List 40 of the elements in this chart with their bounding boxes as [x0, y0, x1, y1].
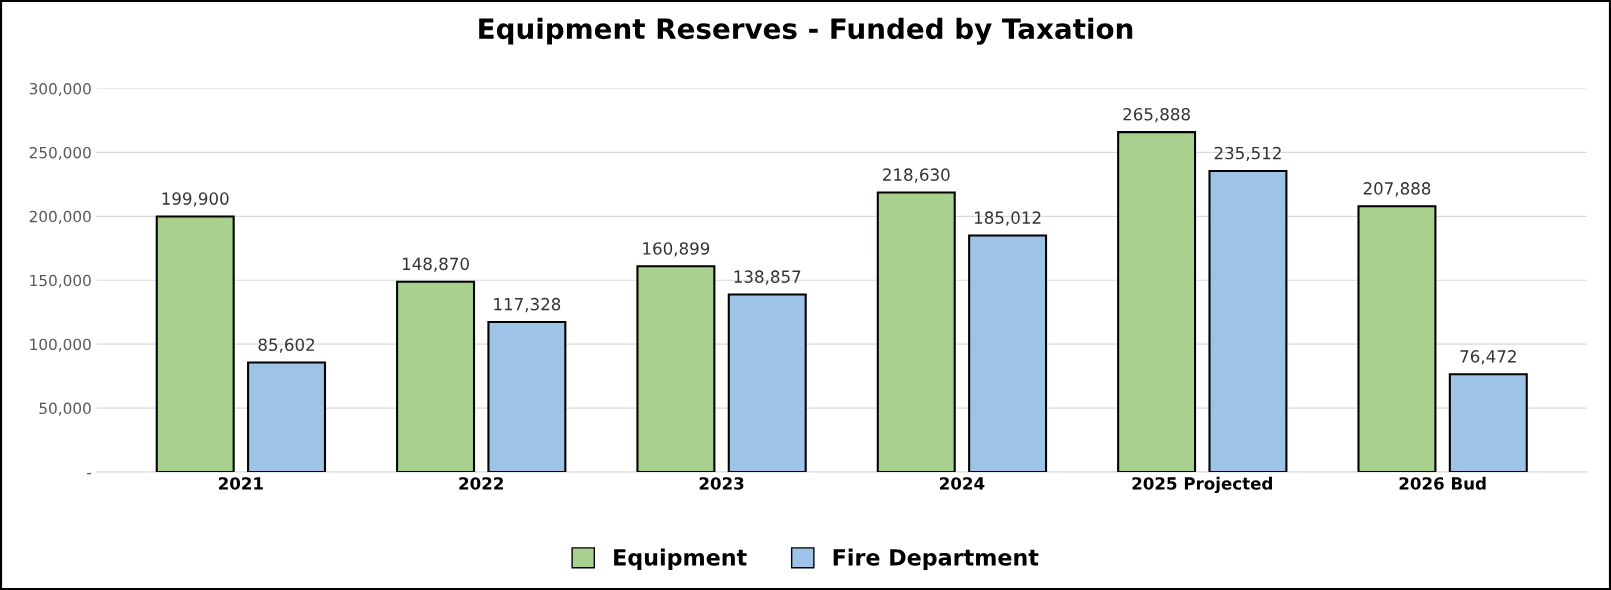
- bar: [1208, 169, 1288, 472]
- x-tick-label: 2026 Bud: [1399, 476, 1486, 490]
- data-label: 76,472: [1460, 350, 1516, 365]
- bar: [968, 234, 1048, 472]
- bar: [487, 320, 567, 472]
- bar: [876, 191, 956, 472]
- bar: [636, 265, 716, 472]
- data-label: 265,888: [1123, 107, 1190, 123]
- y-tick-label: 150,000: [30, 274, 91, 288]
- data-label: 199,900: [162, 192, 229, 207]
- y-tick-label: 200,000: [29, 210, 91, 224]
- legend-label: Equipment: [614, 548, 747, 570]
- y-tick-label: 250,000: [29, 146, 91, 160]
- data-label: 218,630: [883, 168, 950, 183]
- data-label: 207,888: [1363, 182, 1431, 197]
- x-tick-label: 2025 Projected: [1132, 476, 1272, 494]
- bar: [1448, 373, 1528, 472]
- y-tick-label: -: [87, 473, 92, 475]
- data-label: 185,012: [974, 211, 1041, 226]
- x-tick-label: 2021: [219, 477, 263, 490]
- data-label: 138,857: [734, 270, 801, 285]
- bar: [247, 361, 327, 472]
- data-label: 148,870: [402, 257, 469, 272]
- x-tick-label: 2024: [940, 477, 985, 490]
- y-tick-label: 100,000: [30, 338, 91, 352]
- x-tick-label: 2023: [699, 477, 744, 490]
- y-tick-label: 300,000: [29, 82, 91, 97]
- y-tick-label: 50,000: [39, 402, 91, 416]
- data-label: 85,602: [258, 338, 315, 353]
- chart-title: Equipment Reserves - Funded by Taxation: [479, 17, 1133, 45]
- bar: [727, 293, 807, 472]
- bar: [396, 280, 476, 472]
- data-label: 160,899: [643, 242, 710, 257]
- bar: [1357, 205, 1437, 472]
- x-tick-label: 2022: [459, 477, 503, 490]
- bar: [155, 215, 235, 472]
- legend-label: Fire Department: [833, 548, 1039, 570]
- bar: [1117, 131, 1197, 472]
- data-label: 235,512: [1214, 146, 1281, 162]
- data-label: 117,328: [494, 297, 561, 313]
